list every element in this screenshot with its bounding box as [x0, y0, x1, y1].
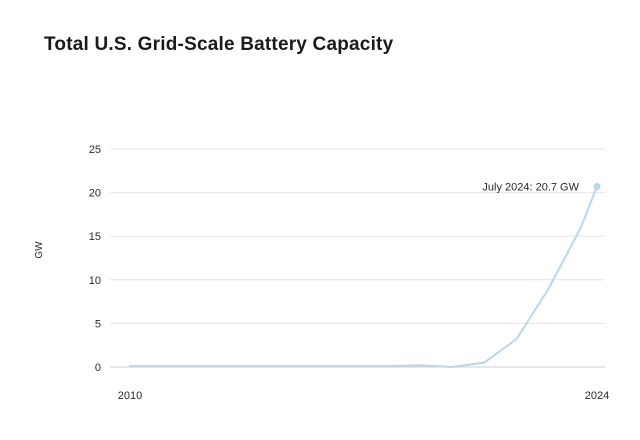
y-tick-label: 15	[89, 231, 101, 243]
annotation-layer: July 2024: 20.7 GW	[482, 181, 601, 193]
series-line	[129, 185, 598, 368]
y-tick-label: 10	[89, 275, 101, 287]
x-tick-label: 2024	[585, 390, 609, 402]
chart-title: Total U.S. Grid-Scale Battery Capacity	[44, 34, 394, 55]
endpoint-marker	[593, 182, 601, 190]
y-tick-label: 20	[89, 188, 101, 200]
endpoint-annotation: July 2024: 20.7 GW	[482, 181, 579, 193]
y-tick-label: 5	[95, 318, 101, 330]
y-axis-title: GW	[34, 241, 45, 259]
y-axis-ticks: 0 5 10 15 20 25	[89, 144, 101, 374]
x-axis-ticks: 2010 2024	[118, 390, 609, 402]
y-tick-label: 0	[95, 362, 101, 374]
y-tick-label: 25	[89, 144, 101, 156]
x-tick-label: 2010	[118, 390, 142, 402]
series-layer	[129, 185, 598, 368]
